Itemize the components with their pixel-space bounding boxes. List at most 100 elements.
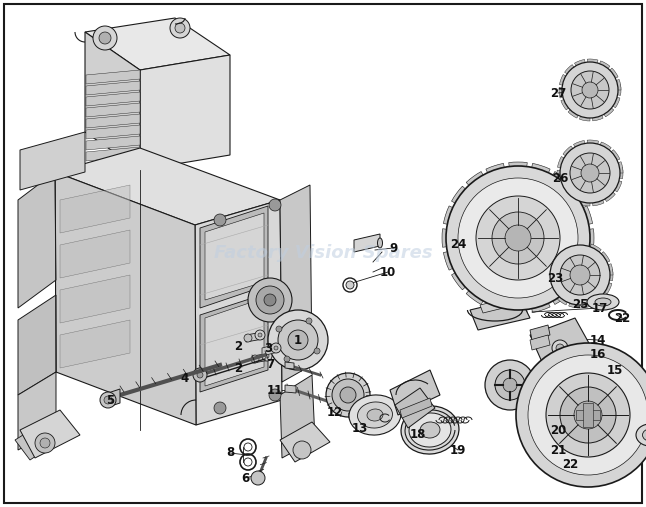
Ellipse shape: [401, 406, 459, 454]
Wedge shape: [443, 251, 456, 270]
Text: 3: 3: [264, 342, 272, 354]
Wedge shape: [466, 288, 485, 305]
Ellipse shape: [420, 422, 440, 438]
Polygon shape: [18, 295, 56, 395]
Polygon shape: [480, 294, 528, 313]
Polygon shape: [246, 332, 263, 342]
Text: 4: 4: [181, 372, 189, 384]
Text: 17: 17: [592, 302, 608, 314]
Wedge shape: [466, 171, 485, 188]
Circle shape: [556, 344, 564, 352]
Polygon shape: [140, 55, 230, 170]
Polygon shape: [576, 410, 600, 420]
Wedge shape: [563, 242, 575, 251]
Wedge shape: [574, 59, 585, 67]
Wedge shape: [557, 170, 563, 182]
Polygon shape: [262, 344, 278, 356]
Circle shape: [99, 32, 111, 44]
Text: 22: 22: [562, 458, 578, 472]
Polygon shape: [530, 335, 550, 350]
Text: 5: 5: [106, 393, 114, 407]
Circle shape: [255, 330, 265, 340]
Circle shape: [314, 348, 320, 354]
Polygon shape: [200, 206, 268, 308]
Circle shape: [570, 265, 590, 285]
Wedge shape: [579, 206, 592, 225]
Circle shape: [560, 143, 620, 203]
Wedge shape: [486, 300, 505, 313]
Circle shape: [258, 333, 262, 337]
Wedge shape: [579, 115, 590, 121]
Text: 9: 9: [389, 241, 397, 255]
Polygon shape: [18, 372, 56, 450]
Ellipse shape: [636, 424, 646, 446]
Circle shape: [269, 389, 281, 401]
Wedge shape: [599, 142, 611, 152]
Circle shape: [340, 387, 356, 403]
Circle shape: [251, 471, 265, 485]
Polygon shape: [108, 389, 120, 407]
Polygon shape: [60, 320, 130, 368]
Circle shape: [262, 351, 272, 361]
Wedge shape: [557, 295, 568, 305]
Wedge shape: [531, 163, 550, 176]
Polygon shape: [470, 298, 530, 330]
Text: 1: 1: [294, 334, 302, 346]
Circle shape: [197, 372, 203, 378]
Wedge shape: [486, 163, 505, 176]
Wedge shape: [547, 272, 553, 283]
Wedge shape: [618, 167, 623, 179]
Circle shape: [93, 26, 117, 50]
Wedge shape: [516, 347, 588, 440]
Circle shape: [485, 360, 535, 410]
Wedge shape: [616, 162, 623, 173]
Polygon shape: [86, 81, 140, 95]
Ellipse shape: [643, 429, 646, 441]
Wedge shape: [590, 244, 601, 254]
Wedge shape: [553, 248, 564, 259]
Text: 23: 23: [547, 272, 563, 284]
Circle shape: [332, 379, 364, 411]
Circle shape: [562, 62, 618, 118]
Polygon shape: [583, 403, 593, 427]
Circle shape: [284, 356, 290, 362]
Circle shape: [446, 166, 590, 310]
Text: 18: 18: [410, 428, 426, 442]
Text: 13: 13: [352, 421, 368, 434]
Polygon shape: [55, 148, 280, 225]
Wedge shape: [559, 183, 568, 194]
Ellipse shape: [587, 294, 619, 310]
Wedge shape: [594, 293, 605, 304]
Circle shape: [492, 212, 544, 264]
Wedge shape: [587, 140, 599, 146]
Text: 14: 14: [590, 334, 606, 346]
Wedge shape: [603, 282, 612, 294]
Polygon shape: [253, 353, 270, 363]
Wedge shape: [509, 162, 527, 170]
Wedge shape: [443, 206, 456, 225]
Polygon shape: [86, 114, 140, 128]
Circle shape: [175, 23, 185, 33]
Wedge shape: [608, 269, 613, 281]
Circle shape: [503, 378, 517, 392]
Circle shape: [306, 318, 312, 324]
Circle shape: [582, 82, 598, 98]
Circle shape: [546, 373, 630, 457]
Polygon shape: [86, 136, 140, 150]
Polygon shape: [530, 325, 550, 340]
Text: 2: 2: [234, 341, 242, 353]
Text: Factory Vision Spares: Factory Vision Spares: [214, 244, 432, 262]
Wedge shape: [579, 199, 590, 206]
Circle shape: [560, 255, 600, 295]
Wedge shape: [603, 106, 614, 117]
Polygon shape: [86, 103, 140, 117]
Wedge shape: [452, 186, 468, 205]
Circle shape: [458, 178, 578, 298]
Circle shape: [476, 196, 560, 280]
Polygon shape: [86, 70, 140, 84]
Text: 15: 15: [607, 364, 623, 377]
Polygon shape: [285, 385, 296, 393]
Polygon shape: [195, 200, 282, 425]
Circle shape: [276, 326, 282, 332]
Text: 10: 10: [380, 266, 396, 278]
